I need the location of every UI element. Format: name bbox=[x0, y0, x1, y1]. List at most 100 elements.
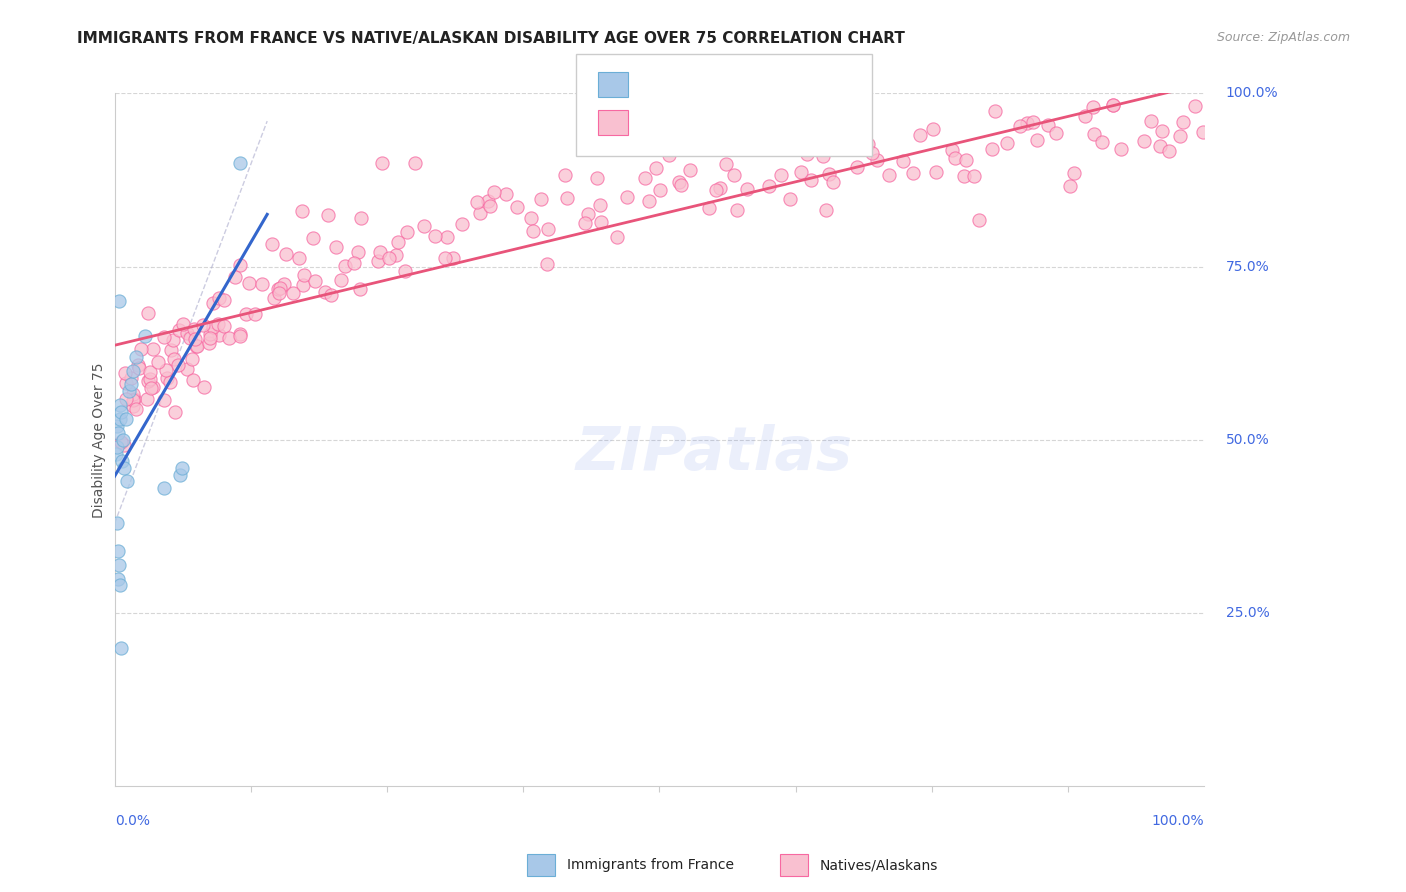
Point bbox=[637, 194, 659, 209]
Point bbox=[963, 169, 986, 183]
Point bbox=[172, 317, 194, 331]
Point bbox=[127, 358, 149, 372]
Text: R =: R = bbox=[643, 78, 676, 92]
Point bbox=[846, 160, 869, 174]
Point bbox=[122, 363, 145, 377]
Point bbox=[198, 326, 221, 341]
Point bbox=[522, 224, 544, 238]
Point bbox=[263, 292, 285, 306]
Point bbox=[634, 170, 657, 185]
Point bbox=[212, 293, 235, 307]
Point bbox=[153, 392, 176, 407]
Point bbox=[589, 214, 612, 228]
Point bbox=[321, 288, 343, 302]
Point bbox=[735, 182, 758, 196]
Point bbox=[169, 467, 191, 482]
Point bbox=[108, 558, 131, 572]
Point bbox=[112, 433, 135, 447]
Point bbox=[1083, 127, 1105, 141]
Point bbox=[477, 194, 499, 208]
Point bbox=[184, 339, 207, 353]
Point bbox=[184, 332, 207, 346]
Point bbox=[212, 319, 235, 334]
Point bbox=[186, 339, 208, 353]
Point bbox=[267, 285, 290, 300]
Point bbox=[451, 217, 474, 231]
Point bbox=[984, 103, 1007, 118]
Point bbox=[228, 258, 250, 272]
Point bbox=[141, 381, 163, 395]
Point bbox=[1152, 124, 1174, 138]
Point bbox=[818, 167, 841, 181]
Point bbox=[436, 230, 458, 244]
Point bbox=[668, 175, 690, 189]
Point bbox=[224, 269, 246, 284]
Point bbox=[105, 447, 128, 461]
Point bbox=[105, 516, 128, 530]
Point bbox=[395, 225, 418, 239]
Point bbox=[433, 251, 456, 265]
Point bbox=[114, 412, 136, 426]
Point bbox=[1045, 127, 1067, 141]
Point bbox=[120, 371, 142, 385]
Point bbox=[1159, 144, 1181, 158]
Point bbox=[163, 404, 186, 418]
Point bbox=[811, 149, 834, 163]
Point bbox=[980, 142, 1002, 156]
Point bbox=[576, 207, 599, 221]
Point bbox=[201, 320, 224, 334]
Text: 100.0%: 100.0% bbox=[1226, 87, 1278, 101]
Point bbox=[181, 373, 204, 387]
Point bbox=[155, 363, 177, 377]
Point bbox=[941, 143, 963, 157]
Point bbox=[495, 187, 517, 202]
Point bbox=[995, 136, 1018, 150]
Point bbox=[124, 401, 146, 416]
Point bbox=[821, 175, 844, 189]
Point bbox=[121, 399, 143, 413]
Point bbox=[129, 342, 152, 356]
Point bbox=[478, 199, 501, 213]
Point bbox=[574, 216, 596, 230]
Point bbox=[207, 291, 229, 305]
Point bbox=[1171, 114, 1194, 128]
Point bbox=[139, 372, 162, 386]
Point bbox=[160, 343, 183, 358]
Point bbox=[107, 544, 129, 558]
Point bbox=[658, 148, 681, 162]
Point bbox=[1059, 178, 1081, 193]
Point bbox=[1111, 142, 1133, 156]
Point bbox=[1132, 134, 1154, 148]
Point bbox=[287, 251, 309, 265]
Point bbox=[758, 178, 780, 193]
Point bbox=[967, 212, 990, 227]
Point bbox=[325, 240, 347, 254]
Point bbox=[107, 425, 129, 440]
Point bbox=[586, 171, 609, 186]
Point bbox=[679, 163, 702, 178]
Point bbox=[134, 329, 156, 343]
Point bbox=[697, 201, 720, 215]
Point bbox=[779, 192, 801, 206]
Point bbox=[181, 352, 204, 367]
Text: N =: N = bbox=[738, 78, 782, 92]
Point bbox=[1140, 114, 1163, 128]
Point bbox=[193, 379, 215, 393]
Text: IMMIGRANTS FROM FRANCE VS NATIVE/ALASKAN DISABILITY AGE OVER 75 CORRELATION CHAR: IMMIGRANTS FROM FRANCE VS NATIVE/ALASKAN… bbox=[77, 31, 905, 46]
Point bbox=[856, 137, 879, 152]
Y-axis label: Disability Age Over 75: Disability Age Over 75 bbox=[93, 362, 107, 517]
Point bbox=[136, 392, 159, 406]
Point bbox=[107, 572, 129, 586]
Point bbox=[425, 228, 447, 243]
Point bbox=[122, 387, 145, 401]
Point bbox=[235, 307, 257, 321]
Point bbox=[120, 377, 142, 392]
Point bbox=[723, 169, 745, 183]
Point bbox=[650, 183, 672, 197]
Text: 0.449: 0.449 bbox=[682, 115, 730, 129]
Point bbox=[156, 370, 179, 384]
Point bbox=[208, 328, 231, 343]
Point bbox=[413, 219, 436, 233]
Point bbox=[207, 317, 229, 331]
Point bbox=[347, 245, 370, 260]
